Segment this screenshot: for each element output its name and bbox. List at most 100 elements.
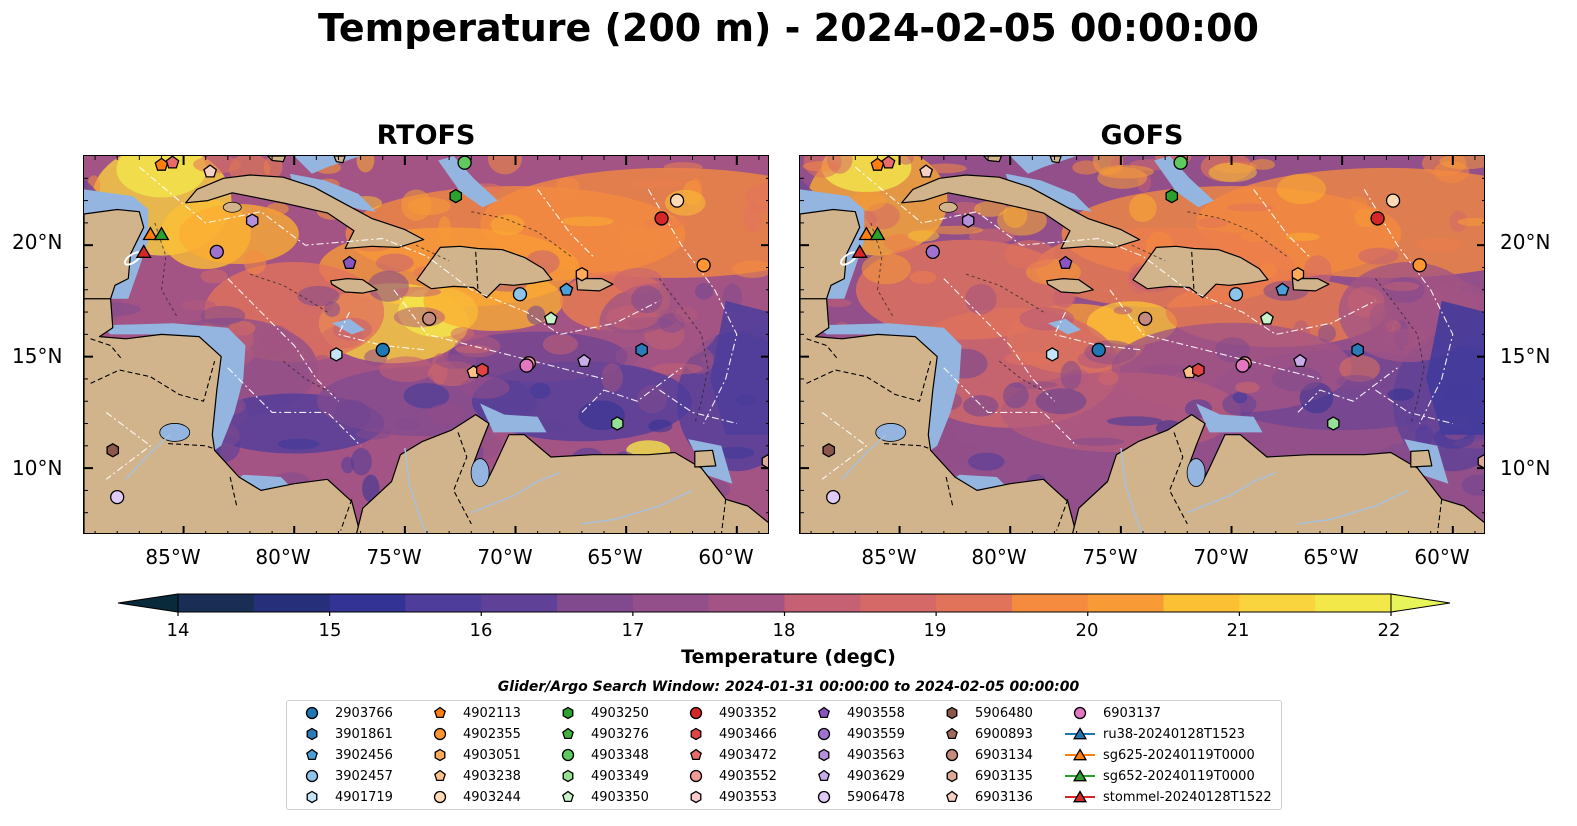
float-marker-5906478[interactable]	[110, 489, 125, 505]
float-marker-4903348[interactable]	[457, 156, 472, 170]
float-marker-4903349[interactable]	[611, 416, 624, 431]
float-marker-4903051[interactable]	[1291, 266, 1305, 282]
colorbar-tick: 18	[772, 620, 796, 641]
legend-marker-pentagon	[946, 790, 958, 803]
map-canvas-rtofs	[84, 156, 769, 533]
float-marker-4903559[interactable]	[925, 244, 940, 260]
legend-item: 5906480	[937, 703, 1033, 723]
legend-marker-circle	[305, 706, 319, 720]
glider-marker-sg625-20240119T0000[interactable]	[858, 226, 875, 241]
colorbar-segment	[405, 594, 482, 612]
legend-item: 6903137	[1065, 703, 1161, 723]
lon-label-right-80w: 80°W	[971, 545, 1027, 569]
land-yucatan	[84, 208, 145, 300]
glider-marker-sg652-20240119T0000[interactable]	[869, 226, 886, 241]
legend-marker-hexagon	[690, 790, 702, 804]
float-marker-4903250[interactable]	[449, 188, 463, 204]
colorbar-segment	[481, 594, 558, 612]
float-marker-4903352[interactable]	[654, 211, 669, 226]
land-andros	[1049, 156, 1062, 164]
float-marker-4903244[interactable]	[1385, 193, 1401, 208]
colorbar-tick: 15	[318, 620, 342, 641]
float-marker-5906480[interactable]	[822, 443, 836, 458]
colorbar-tick: 22	[1377, 620, 1401, 641]
legend-item: 4903559	[809, 724, 905, 744]
float-marker-6903134[interactable]	[1138, 311, 1153, 326]
float-marker-4903472[interactable]	[165, 156, 180, 169]
lon-label-right-85w: 85°W	[861, 545, 917, 569]
float-marker-4903558[interactable]	[1058, 255, 1073, 269]
float-marker-6903135[interactable]	[761, 454, 769, 469]
rivers	[841, 434, 1409, 533]
float-marker-4903350[interactable]	[543, 311, 558, 325]
float-marker-4902355[interactable]	[696, 258, 711, 273]
float-marker-4903466[interactable]	[476, 362, 489, 378]
legend-item: 4903350	[553, 787, 649, 807]
float-marker-4903472[interactable]	[881, 156, 896, 169]
float-marker-4903629[interactable]	[1293, 353, 1308, 368]
float-marker-2903766[interactable]	[375, 342, 390, 358]
float-marker-6903136[interactable]	[203, 164, 218, 178]
legend-marker-triangle-line	[1065, 790, 1095, 803]
float-marker-3902457[interactable]	[512, 287, 528, 302]
float-marker-4903051[interactable]	[575, 266, 589, 282]
legend-marker-circle	[689, 706, 703, 720]
float-marker-2903766[interactable]	[1091, 342, 1106, 358]
legend-item: 4903244	[425, 787, 521, 807]
legend-marker-circle	[689, 769, 703, 783]
float-marker-6903137[interactable]	[519, 358, 534, 373]
land-trinidad	[1410, 449, 1433, 468]
legend-item: 4903563	[809, 745, 905, 765]
float-marker-3901861[interactable]	[635, 342, 648, 358]
float-marker-4903563[interactable]	[961, 213, 975, 228]
legend-label: 4902355	[463, 726, 521, 742]
float-marker-4903629[interactable]	[577, 353, 592, 368]
glider-marker-sg625-20240119T0000[interactable]	[142, 226, 159, 241]
legend-label: 3902457	[335, 768, 393, 784]
colorbar-extend-low	[117, 593, 179, 613]
glider-marker-stommel-20240128T1522[interactable]	[851, 244, 868, 258]
glider-marker-stommel-20240128T1522[interactable]	[135, 244, 152, 258]
legend-marker-pentagon	[434, 769, 446, 782]
float-marker-4903466[interactable]	[1192, 362, 1205, 378]
map-panel-gofs[interactable]	[799, 155, 1485, 534]
land-central-america	[84, 298, 361, 533]
colorbar-segment	[936, 594, 1013, 612]
float-marker-6903135[interactable]	[1477, 454, 1485, 469]
float-marker-4901719[interactable]	[329, 347, 343, 362]
float-marker-6903134[interactable]	[422, 311, 437, 326]
float-marker-3901861[interactable]	[1351, 342, 1364, 358]
land-puerto-rico	[575, 277, 614, 292]
float-marker-4903348[interactable]	[1173, 156, 1188, 170]
float-marker-4903244[interactable]	[669, 193, 685, 208]
legend-label: 4903629	[847, 768, 905, 784]
lon-label-right-60w: 60°W	[1414, 545, 1470, 569]
legend-marker-triangle-line	[1065, 769, 1095, 782]
legend-label: 4903348	[591, 747, 649, 763]
map-panel-rtofs[interactable]	[83, 155, 769, 534]
float-marker-5906480[interactable]	[106, 443, 120, 458]
float-marker-3902456[interactable]	[1275, 282, 1290, 296]
legend-item: 3902456	[297, 745, 393, 765]
float-marker-4903352[interactable]	[1370, 211, 1385, 226]
float-marker-6903136[interactable]	[919, 164, 934, 178]
float-marker-4903250[interactable]	[1165, 188, 1179, 204]
glider-marker-sg652-20240119T0000[interactable]	[153, 226, 170, 241]
legend-marker-pentagon	[818, 769, 830, 782]
float-marker-5906478[interactable]	[826, 489, 841, 505]
legend-label: 6903134	[975, 747, 1033, 763]
float-marker-4903350[interactable]	[1259, 311, 1274, 325]
legend-label: 6903137	[1103, 705, 1161, 721]
float-marker-4902355[interactable]	[1412, 258, 1427, 273]
float-marker-3902457[interactable]	[1228, 287, 1244, 302]
panel-title-right: GOFS	[1100, 120, 1184, 151]
float-marker-4903559[interactable]	[209, 244, 224, 260]
float-marker-4903349[interactable]	[1327, 416, 1340, 431]
float-marker-3902456[interactable]	[559, 282, 574, 296]
float-marker-4903563[interactable]	[245, 213, 259, 228]
float-marker-6903137[interactable]	[1235, 358, 1250, 373]
legend-marker-circle	[1073, 706, 1087, 720]
float-marker-4903558[interactable]	[342, 255, 357, 269]
float-marker-4901719[interactable]	[1045, 347, 1059, 362]
legend-label: 4903553	[719, 789, 777, 805]
